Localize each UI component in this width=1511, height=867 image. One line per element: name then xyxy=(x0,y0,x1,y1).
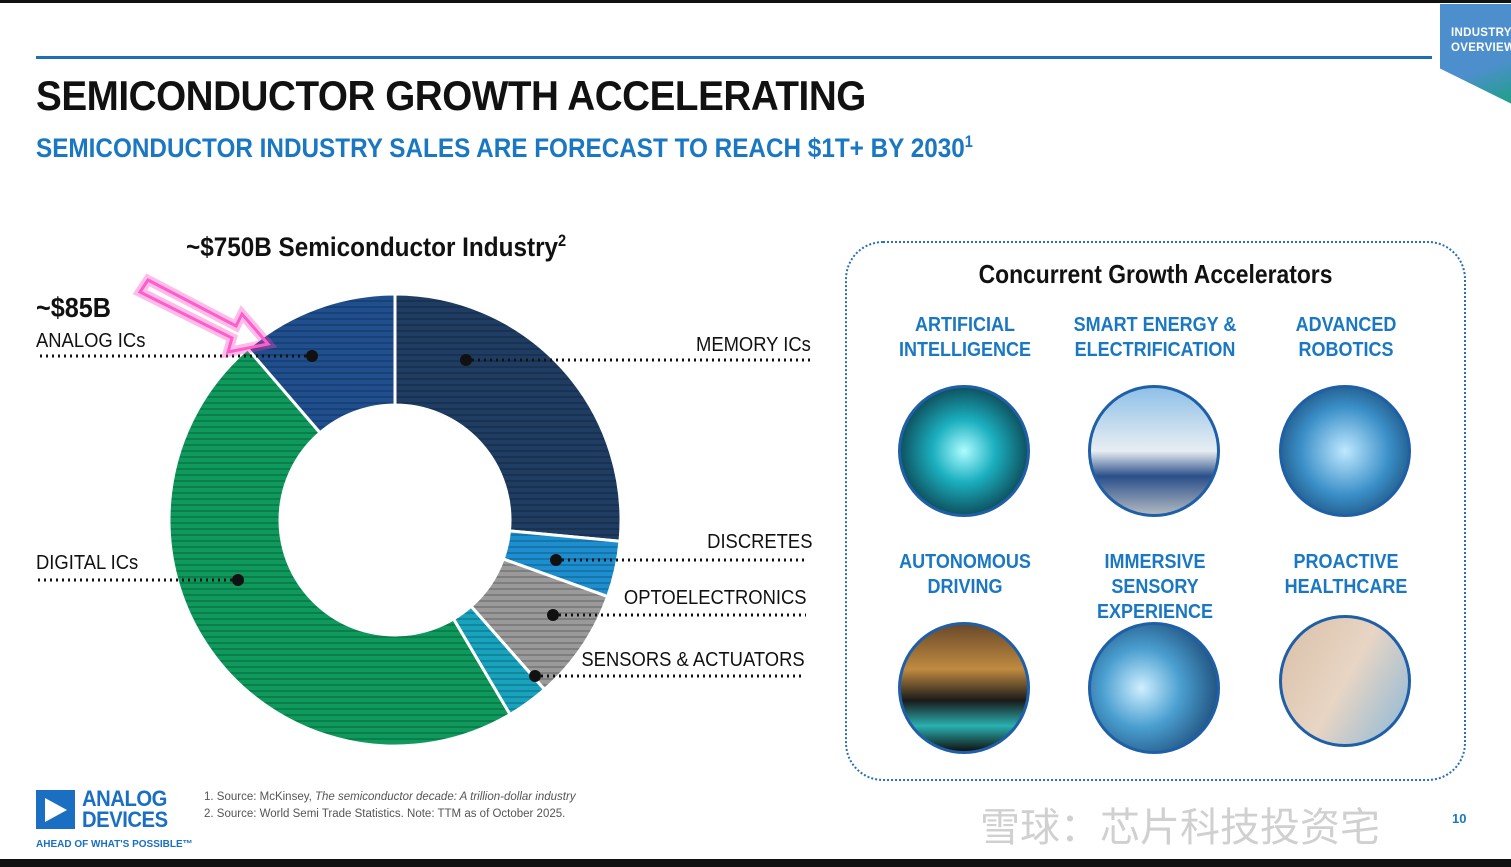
page-subtitle: SEMICONDUCTOR INDUSTRY SALES ARE FORECAS… xyxy=(36,133,973,164)
acc-l2: EXPERIENCE xyxy=(1096,601,1214,623)
page-number: 10 xyxy=(1452,811,1467,826)
label-digital: DIGITAL ICs xyxy=(36,552,139,574)
ai-image xyxy=(898,385,1030,517)
footnote-1-title: The semiconductor decade: A trillion-dol… xyxy=(315,791,576,803)
label-sensors: SENSORS & ACTUATORS xyxy=(581,649,805,671)
pink-arrow xyxy=(132,273,278,359)
chart-title: ~$750B Semiconductor Industry2 xyxy=(186,232,566,263)
acc-l1: SMART ENERGY & xyxy=(1073,314,1237,336)
leader-dot xyxy=(460,354,472,366)
donut-segment-digital-ics xyxy=(167,346,513,748)
label-opto: OPTOELECTRONICS xyxy=(624,587,807,609)
immersive-image xyxy=(1088,622,1220,754)
leader-dot xyxy=(232,574,244,586)
accelerator-immersive: IMMERSIVE SENSORY EXPERIENCE xyxy=(1065,550,1245,625)
tag-line1: INDUSTRY xyxy=(1451,27,1511,39)
acc-l2: DRIVING xyxy=(927,576,1003,598)
donut-segment-analog-ics xyxy=(245,292,397,435)
acc-l2: INTELLIGENCE xyxy=(898,339,1031,361)
healthcare-image xyxy=(1279,615,1411,747)
label-analog: ANALOG ICs xyxy=(36,330,146,352)
acc-l1: AUTONOMOUS xyxy=(899,551,1031,573)
accelerators-title: Concurrent Growth Accelerators xyxy=(978,259,1333,289)
acc-l2: ROBOTICS xyxy=(1298,339,1394,361)
page-title: SEMICONDUCTOR GROWTH ACCELERATING xyxy=(36,72,866,119)
watermark: 雪球：芯片科技投资宅 xyxy=(980,805,1380,851)
header-rule xyxy=(36,56,1432,59)
top-bar xyxy=(0,0,1511,3)
acc-l1: IMMERSIVE SENSORY xyxy=(1104,551,1206,598)
logo-line1: ANALOG xyxy=(82,786,167,811)
subtitle-sup: 1 xyxy=(964,133,973,151)
leader-dot xyxy=(529,670,541,682)
chart-title-text: ~$750B Semiconductor Industry xyxy=(186,232,559,262)
robotics-image xyxy=(1279,385,1411,517)
accelerators-panel: Concurrent Growth Accelerators ARTIFICIA… xyxy=(845,241,1466,781)
energy-image xyxy=(1088,385,1220,517)
footnote-2: 2. Source: World Semi Trade Statistics. … xyxy=(204,808,566,820)
tag-line2: OVERVIEW xyxy=(1451,42,1511,54)
accelerator-ai: ARTIFICIAL INTELLIGENCE xyxy=(875,313,1055,363)
footnote-1: 1. Source: McKinsey, The semiconductor d… xyxy=(204,791,576,803)
accelerator-healthcare: PROACTIVE HEALTHCARE xyxy=(1256,550,1436,600)
leader-dot xyxy=(306,350,318,362)
logo-tagline: AHEAD OF WHAT'S POSSIBLE™ xyxy=(36,839,193,850)
label-memory: MEMORY ICs xyxy=(696,334,811,356)
acc-l2: ELECTRIFICATION xyxy=(1074,339,1236,361)
subtitle-text: SEMICONDUCTOR INDUSTRY SALES ARE FORECAS… xyxy=(36,133,965,163)
driving-image xyxy=(898,622,1030,754)
accelerator-robotics: ADVANCED ROBOTICS xyxy=(1256,313,1436,363)
leader-dot xyxy=(550,554,562,566)
acc-l1: ARTIFICIAL xyxy=(915,314,1015,336)
donut-segment-memory-ics xyxy=(393,292,623,543)
accelerator-driving: AUTONOMOUS DRIVING xyxy=(875,550,1055,600)
footnote-1-prefix: 1. Source: McKinsey, xyxy=(204,791,315,803)
acc-l1: PROACTIVE xyxy=(1293,551,1399,573)
acc-l2: HEALTHCARE xyxy=(1284,576,1408,598)
label-discretes: DISCRETES xyxy=(706,531,812,553)
leader-dot xyxy=(547,609,559,621)
chart-title-sup: 2 xyxy=(558,232,567,250)
bottom-bar xyxy=(0,859,1511,867)
analog-value: ~$85B xyxy=(36,292,111,323)
accelerator-energy: SMART ENERGY & ELECTRIFICATION xyxy=(1065,313,1245,363)
acc-l1: ADVANCED xyxy=(1295,314,1397,336)
logo-line2: DEVICES xyxy=(82,807,168,832)
